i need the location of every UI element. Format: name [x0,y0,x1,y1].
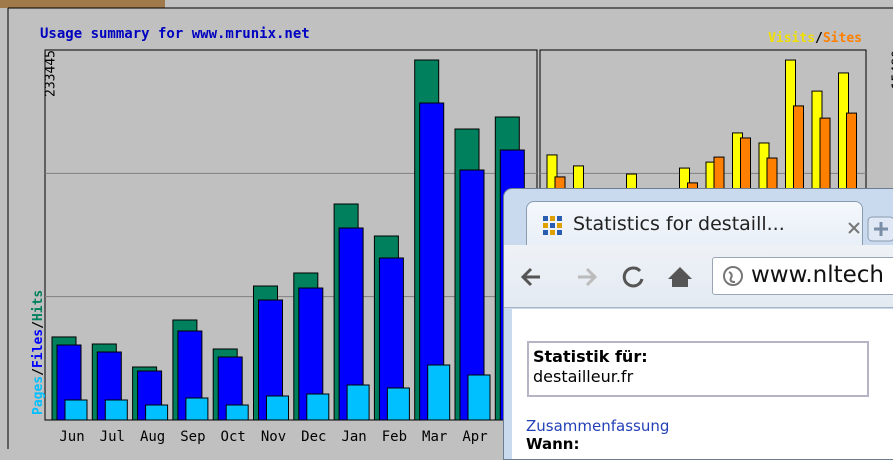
x-tick-label: Sep [180,429,205,445]
summary-link[interactable]: Zusammenfassung [526,417,669,435]
x-tick-label: Dec [301,429,326,445]
toolbar: www.nltech [504,245,893,308]
x-tick-label: Jul [100,429,125,445]
bar [186,398,208,420]
x-tick-label: Jan [341,429,366,445]
bar [105,400,127,420]
tab-title: Statistics for destaill... [573,213,785,235]
bar [226,405,248,420]
legend-separator: / [31,321,46,329]
bar [387,388,409,420]
page: Usage summary for www.mrunix.net 233445 J… [0,0,893,449]
x-tick-label: Feb [382,429,407,445]
back-button[interactable] [523,269,540,285]
x-tick-label: Apr [462,429,487,445]
site-value: destailleur.fr [533,367,633,386]
legend: Visits/Sites [768,31,862,46]
legend-separator: / [31,368,46,376]
x-tick-label: Jun [59,429,84,445]
legend-separator: / [815,31,823,46]
page-content: Statistik für:destailleur.fr Zusammenfas… [512,309,893,459]
bar [347,385,369,420]
x-tick-label: Mar [422,429,447,445]
bar [65,400,87,420]
banner-image [0,0,165,8]
bar [428,365,450,420]
site-label: Statistik für: [533,347,648,366]
nav-buttons [518,257,718,297]
new-tab-button[interactable] [866,213,893,243]
legend-entry: Hits [31,290,46,321]
browser-window: Statistics for destaill... www.nltech St… [503,188,893,460]
bar [307,394,329,420]
x-tick-label: Oct [221,429,246,445]
chart-title: Usage summary for www.mrunix.net [40,26,310,42]
legend-entry: Visits [768,31,815,46]
reload-button[interactable] [624,268,642,286]
tab-close[interactable] [847,221,861,235]
x-tick-label: Aug [140,429,165,445]
legend: Pages/Files/Hits [31,290,46,415]
legend-entry: Pages [31,376,46,415]
x-tick-label: Nov [261,429,286,445]
address-bar[interactable]: www.nltech [712,257,893,295]
bar [146,405,168,420]
tab-icon [541,214,565,238]
forward-button[interactable] [578,269,595,285]
legend-entry: Files [31,329,46,368]
home-button[interactable] [668,267,692,287]
when-label: Wann: [526,435,580,453]
site-box: Statistik für:destailleur.fr [527,341,869,397]
bar [468,375,490,420]
url-text: www.nltech [751,262,884,288]
bar [267,396,289,420]
legend-entry: Sites [823,31,862,46]
tab[interactable]: Statistics for destaill... [526,201,863,246]
y-tick-label: 233445 [44,50,59,97]
globe-icon [722,265,744,287]
